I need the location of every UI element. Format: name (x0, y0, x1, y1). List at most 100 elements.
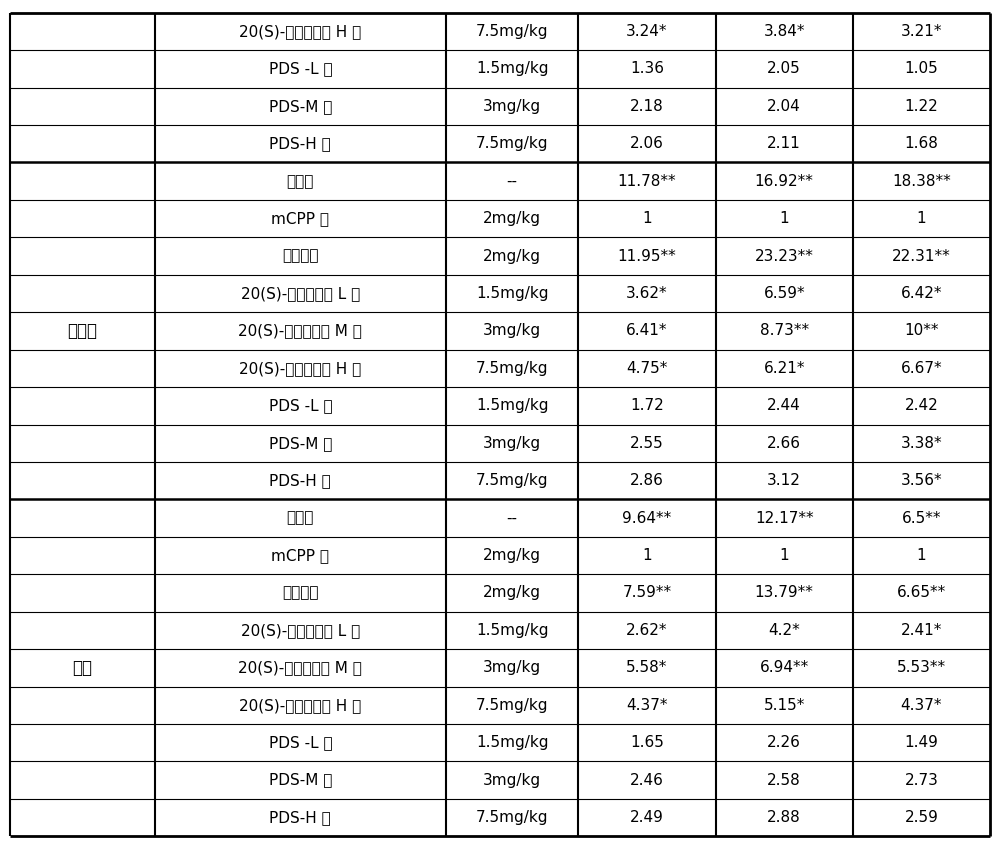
Text: 2.66: 2.66 (767, 436, 801, 451)
Text: 2.42: 2.42 (905, 398, 938, 413)
Text: 3.12: 3.12 (767, 473, 801, 488)
Text: 2.06: 2.06 (630, 136, 664, 151)
Text: 2.73: 2.73 (904, 773, 938, 788)
Text: 3mg/kg: 3mg/kg (483, 773, 541, 788)
Text: 2.88: 2.88 (767, 810, 801, 825)
Text: 3.62*: 3.62* (626, 286, 668, 301)
Text: 13.79**: 13.79** (755, 586, 814, 600)
Text: 1.05: 1.05 (905, 61, 938, 76)
Text: 3.84*: 3.84* (763, 24, 805, 39)
Text: 2.46: 2.46 (630, 773, 664, 788)
Text: 1.5mg/kg: 1.5mg/kg (476, 286, 548, 301)
Text: 对照组: 对照组 (287, 510, 314, 526)
Text: 对照组: 对照组 (287, 174, 314, 188)
Text: 3.38*: 3.38* (901, 436, 942, 451)
Text: 4.75*: 4.75* (626, 361, 668, 376)
Text: 3mg/kg: 3mg/kg (483, 436, 541, 451)
Text: 20(S)-原人参二醇 M 组: 20(S)-原人参二醇 M 组 (238, 323, 362, 339)
Text: 3.56*: 3.56* (901, 473, 942, 488)
Text: 5.53**: 5.53** (897, 661, 946, 675)
Text: 2.41*: 2.41* (901, 623, 942, 638)
Text: 3.21*: 3.21* (901, 24, 942, 39)
Text: 20(S)-原人参二醇 H 组: 20(S)-原人参二醇 H 组 (239, 24, 361, 39)
Text: 1.5mg/kg: 1.5mg/kg (476, 61, 548, 76)
Text: 2.04: 2.04 (767, 98, 801, 114)
Text: 6.41*: 6.41* (626, 323, 668, 339)
Text: 18.38**: 18.38** (892, 174, 951, 188)
Text: 22.31**: 22.31** (892, 249, 951, 263)
Text: 1.49: 1.49 (904, 735, 938, 751)
Text: 1: 1 (917, 548, 926, 563)
Text: 2.86: 2.86 (630, 473, 664, 488)
Text: 2.26: 2.26 (767, 735, 801, 751)
Text: 20(S)-原人参二醇 H 组: 20(S)-原人参二醇 H 组 (239, 361, 361, 376)
Text: 地西洋组: 地西洋组 (282, 586, 319, 600)
Text: 1: 1 (642, 211, 652, 226)
Text: 2.62*: 2.62* (626, 623, 668, 638)
Text: 4.2*: 4.2* (768, 623, 800, 638)
Text: 2.59: 2.59 (904, 810, 938, 825)
Text: 2.44: 2.44 (767, 398, 801, 413)
Text: 16.92**: 16.92** (755, 174, 814, 188)
Text: PDS -L 组: PDS -L 组 (269, 735, 332, 751)
Text: 4.37*: 4.37* (626, 698, 668, 713)
Text: 3mg/kg: 3mg/kg (483, 323, 541, 339)
Text: 20(S)-原人参二醇 H 组: 20(S)-原人参二醇 H 组 (239, 698, 361, 713)
Text: 7.59**: 7.59** (622, 586, 672, 600)
Text: 1: 1 (642, 548, 652, 563)
Text: 亮区: 亮区 (72, 659, 92, 677)
Text: PDS-M 组: PDS-M 组 (269, 98, 332, 114)
Text: 12.17**: 12.17** (755, 510, 814, 526)
Text: 1.5mg/kg: 1.5mg/kg (476, 735, 548, 751)
Text: 11.95**: 11.95** (618, 249, 676, 263)
Text: 6.59*: 6.59* (763, 286, 805, 301)
Text: 2mg/kg: 2mg/kg (483, 249, 541, 263)
Text: 1.68: 1.68 (904, 136, 938, 151)
Text: 10**: 10** (904, 323, 939, 339)
Text: 7.5mg/kg: 7.5mg/kg (476, 810, 548, 825)
Text: 1: 1 (779, 548, 789, 563)
Text: 亮远端: 亮远端 (67, 322, 97, 340)
Text: 2.58: 2.58 (767, 773, 801, 788)
Text: 5.58*: 5.58* (626, 661, 668, 675)
Text: 2.11: 2.11 (767, 136, 801, 151)
Text: 2.05: 2.05 (767, 61, 801, 76)
Text: PDS -L 组: PDS -L 组 (269, 398, 332, 413)
Text: PDS-H 组: PDS-H 组 (269, 473, 331, 488)
Text: 1.5mg/kg: 1.5mg/kg (476, 623, 548, 638)
Text: mCPP 组: mCPP 组 (271, 211, 329, 226)
Text: 1.72: 1.72 (630, 398, 664, 413)
Text: 1.5mg/kg: 1.5mg/kg (476, 398, 548, 413)
Text: 20(S)-原人参二醇 L 组: 20(S)-原人参二醇 L 组 (241, 286, 360, 301)
Text: 7.5mg/kg: 7.5mg/kg (476, 473, 548, 488)
Text: 1.36: 1.36 (630, 61, 664, 76)
Text: 2mg/kg: 2mg/kg (483, 211, 541, 226)
Text: 7.5mg/kg: 7.5mg/kg (476, 361, 548, 376)
Text: 3mg/kg: 3mg/kg (483, 98, 541, 114)
Text: 9.64**: 9.64** (622, 510, 672, 526)
Text: --: -- (507, 174, 518, 188)
Text: 6.5**: 6.5** (902, 510, 941, 526)
Text: 1: 1 (779, 211, 789, 226)
Text: PDS-M 组: PDS-M 组 (269, 773, 332, 788)
Text: 11.78**: 11.78** (618, 174, 676, 188)
Text: 20(S)-原人参二醇 M 组: 20(S)-原人参二醇 M 组 (238, 661, 362, 675)
Text: 2.55: 2.55 (630, 436, 664, 451)
Text: 2mg/kg: 2mg/kg (483, 548, 541, 563)
Text: 1: 1 (917, 211, 926, 226)
Text: 2.18: 2.18 (630, 98, 664, 114)
Text: 5.15*: 5.15* (764, 698, 805, 713)
Text: PDS-M 组: PDS-M 组 (269, 436, 332, 451)
Text: 7.5mg/kg: 7.5mg/kg (476, 136, 548, 151)
Text: 2mg/kg: 2mg/kg (483, 586, 541, 600)
Text: 6.21*: 6.21* (763, 361, 805, 376)
Text: 2.49: 2.49 (630, 810, 664, 825)
Text: PDS-H 组: PDS-H 组 (269, 136, 331, 151)
Text: 4.37*: 4.37* (901, 698, 942, 713)
Text: 6.94**: 6.94** (760, 661, 809, 675)
Text: 7.5mg/kg: 7.5mg/kg (476, 24, 548, 39)
Text: PDS -L 组: PDS -L 组 (269, 61, 332, 76)
Text: 地西洋组: 地西洋组 (282, 249, 319, 263)
Text: 6.67*: 6.67* (901, 361, 942, 376)
Text: mCPP 组: mCPP 组 (271, 548, 329, 563)
